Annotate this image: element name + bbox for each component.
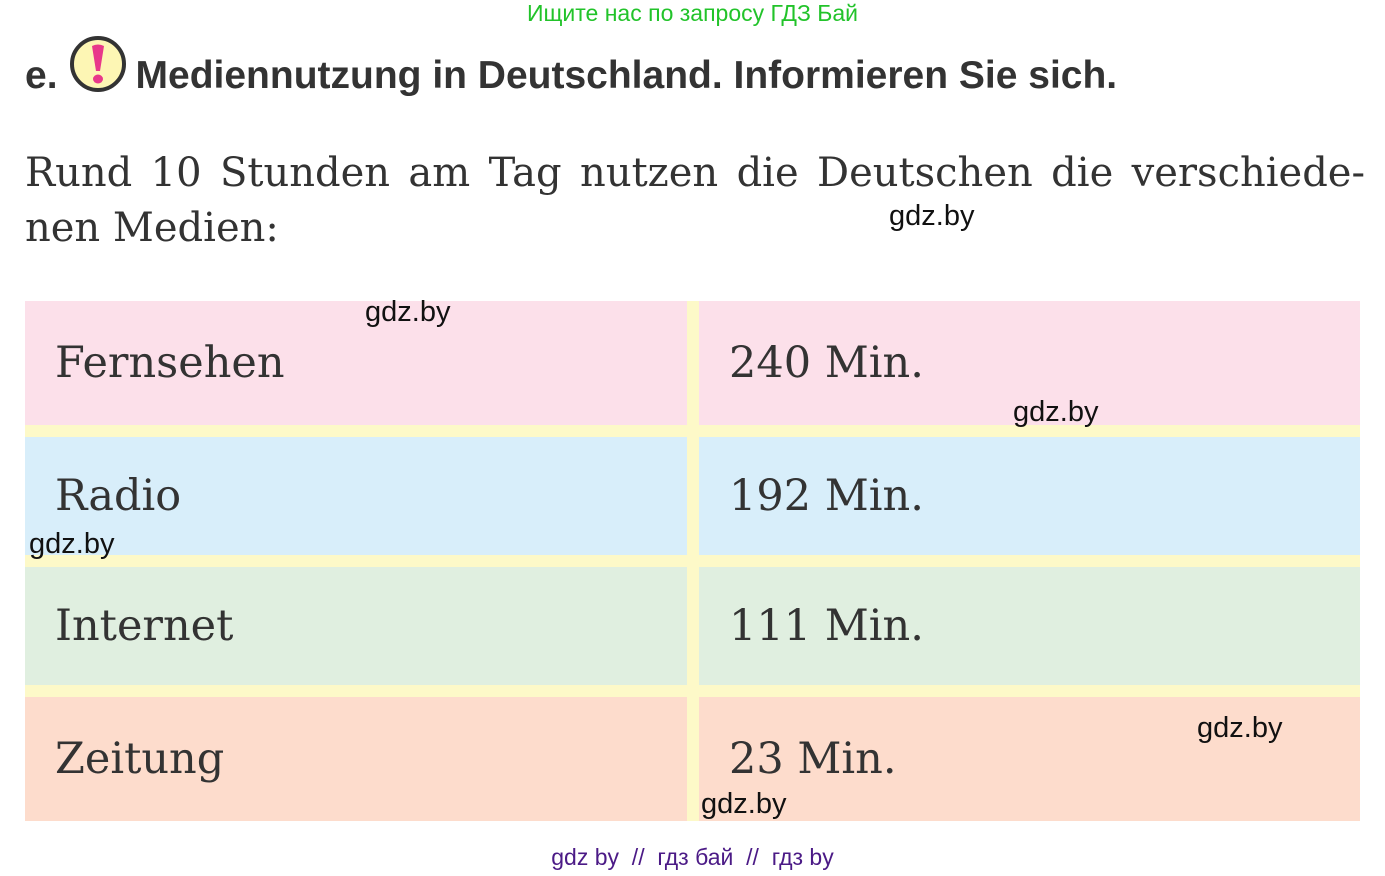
watermark: gdz.by (29, 528, 115, 560)
table-cell-time: 240 Min. (699, 301, 1360, 425)
intro-text: Rund 10 Stunden am Tag nutzen die Deutsc… (25, 150, 1365, 251)
media-table: Fernsehen 240 Min. Radio 192 Min. Intern… (25, 301, 1360, 821)
watermark: gdz.by (1197, 712, 1283, 744)
watermark: gdz.by (1013, 396, 1099, 428)
footer-watermark: gdz by // гдз бай // гдз by (551, 844, 834, 870)
table-cell-time: 23 Min. (699, 697, 1360, 821)
exercise-title: Mediennutzung in Deutschland. Informiere… (135, 54, 1118, 97)
table-cell-medium: Radio (25, 437, 687, 555)
table-cell-medium: Zeitung (25, 697, 687, 821)
exercise-marker: e. (25, 54, 58, 97)
top-note: Ищите нас по запросу ГДЗ Бай (526, 0, 859, 26)
table-cell-time: 192 Min. (699, 437, 1360, 555)
watermark: gdz.by (889, 200, 975, 232)
watermark: gdz.by (365, 296, 451, 328)
exclamation-icon (69, 36, 126, 92)
watermark: gdz.by (701, 788, 787, 820)
exercise-heading: e. Mediennutzung in Deutschland. Informi… (25, 36, 1118, 104)
table-cell-time: 111 Min. (699, 567, 1360, 685)
table-cell-medium: Fernsehen (25, 301, 687, 425)
table-cell-medium: Internet (25, 567, 687, 685)
